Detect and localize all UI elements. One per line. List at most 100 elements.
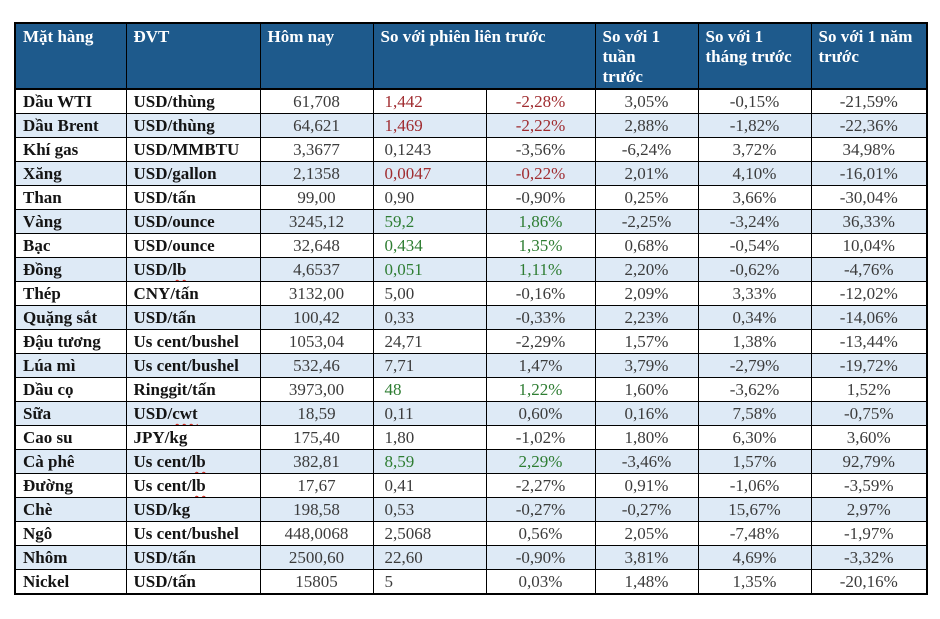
week-cell: 0,16% — [594, 401, 699, 426]
change-abs-cell: 0,53 — [372, 497, 487, 522]
change-abs-cell: 0,0047 — [372, 161, 487, 186]
week-cell: 2,23% — [594, 305, 699, 330]
week-cell: 1,80% — [594, 425, 699, 450]
header-vs-1-year: So với 1 năm trước — [810, 22, 928, 90]
commodity-price-table-container: Mặt hàng ĐVT Hôm nay So với phiên liên t… — [14, 22, 929, 595]
unit-cell: USD/tấn — [125, 569, 261, 595]
unit-cell: Us cent/bushel — [125, 329, 261, 354]
change-pct-cell: 0,03% — [485, 569, 596, 595]
today-cell: 3,3677 — [259, 137, 374, 162]
commodity-cell: Vàng — [14, 209, 127, 234]
change-pct-cell: -2,29% — [485, 329, 596, 354]
table-row: Cà phê Us cent/lb 382,81 8,59 2,29% -3,46% 1,5… — [14, 449, 928, 474]
change-pct-cell: 1,86% — [485, 209, 596, 234]
today-cell: 64,621 — [259, 113, 374, 138]
commodity-cell: Xăng — [14, 161, 127, 186]
table-row: Đậu tương Us cent/bushel 1053,04 24,71 -2,29… — [14, 329, 928, 354]
year-cell: -22,36% — [810, 113, 928, 138]
spellcheck-squiggle: lb — [191, 476, 206, 495]
table-body: Dầu WTI USD/thùng 61,708 1,442 -2,28% 3,05% -0… — [14, 88, 928, 595]
unit-cell: USD/lb — [125, 257, 261, 282]
table-row: Đồng USD/lb 4,6537 0,051 1,11% 2,20% -0,62% -4,… — [14, 257, 928, 282]
table-row: Chè USD/kg 198,58 0,53 -0,27% -0,27% 15,67% 2,9… — [14, 497, 928, 522]
week-cell: -2,25% — [594, 209, 699, 234]
today-cell: 2500,60 — [259, 545, 374, 570]
today-cell: 532,46 — [259, 353, 374, 378]
change-pct-cell: -0,90% — [485, 185, 596, 210]
year-cell: -30,04% — [810, 185, 928, 210]
unit-cell: CNY/tấn — [125, 281, 261, 306]
today-cell: 382,81 — [259, 449, 374, 474]
table-row: Ngô Us cent/bushel 448,0068 2,5068 0,56% 2,05… — [14, 521, 928, 546]
commodity-cell: Dầu WTI — [14, 88, 127, 114]
month-cell: -0,15% — [697, 88, 812, 114]
commodity-cell: Dầu Brent — [14, 113, 127, 138]
year-cell: 10,04% — [810, 233, 928, 258]
commodity-cell: Khí gas — [14, 137, 127, 162]
today-cell: 18,59 — [259, 401, 374, 426]
today-cell: 3132,00 — [259, 281, 374, 306]
commodity-price-table: Mặt hàng ĐVT Hôm nay So với phiên liên t… — [14, 22, 929, 595]
change-pct-cell: -0,33% — [485, 305, 596, 330]
table-row: Thép CNY/tấn 3132,00 5,00 -0,16% 2,09% 3,33% -1… — [14, 281, 928, 306]
change-pct-cell: -3,56% — [485, 137, 596, 162]
year-cell: -21,59% — [810, 88, 928, 114]
change-abs-cell: 0,33 — [372, 305, 487, 330]
table-row: Dầu cọ Ringgit/tấn 3973,00 48 1,22% 1,60% -3,6… — [14, 377, 928, 402]
week-cell: 0,68% — [594, 233, 699, 258]
table-row: Dầu WTI USD/thùng 61,708 1,442 -2,28% 3,05% -0… — [14, 88, 928, 114]
month-cell: 4,69% — [697, 545, 812, 570]
commodity-cell: Sữa — [14, 401, 127, 426]
spellcheck-squiggle: lb — [191, 452, 206, 471]
month-cell: 1,35% — [697, 569, 812, 595]
header-row: Mặt hàng ĐVT Hôm nay So với phiên liên t… — [14, 22, 928, 90]
week-cell: 2,09% — [594, 281, 699, 306]
year-cell: 34,98% — [810, 137, 928, 162]
month-cell: -1,06% — [697, 473, 812, 498]
change-pct-cell: -1,02% — [485, 425, 596, 450]
header-today: Hôm nay — [259, 22, 374, 90]
month-cell: 3,66% — [697, 185, 812, 210]
month-cell: -7,48% — [697, 521, 812, 546]
today-cell: 3973,00 — [259, 377, 374, 402]
month-cell: -0,54% — [697, 233, 812, 258]
month-cell: 3,72% — [697, 137, 812, 162]
week-cell: -0,27% — [594, 497, 699, 522]
table-row: Nickel USD/tấn 15805 5 0,03% 1,48% 1,35% -20,16… — [14, 569, 928, 595]
year-cell: 2,97% — [810, 497, 928, 522]
week-cell: 1,57% — [594, 329, 699, 354]
commodity-cell: Bạc — [14, 233, 127, 258]
header-vs-1-month: So với 1 tháng trước — [697, 22, 812, 90]
week-cell: 2,01% — [594, 161, 699, 186]
year-cell: -3,59% — [810, 473, 928, 498]
commodity-cell: Dầu cọ — [14, 377, 127, 402]
year-cell: 1,52% — [810, 377, 928, 402]
year-cell: 92,79% — [810, 449, 928, 474]
today-cell: 175,40 — [259, 425, 374, 450]
change-abs-cell: 5 — [372, 569, 487, 595]
change-pct-cell: 1,35% — [485, 233, 596, 258]
change-abs-cell: 0,11 — [372, 401, 487, 426]
month-cell: -3,62% — [697, 377, 812, 402]
unit-cell: USD/thùng — [125, 113, 261, 138]
change-pct-cell: -2,28% — [485, 88, 596, 114]
change-pct-cell: -0,90% — [485, 545, 596, 570]
year-cell: -16,01% — [810, 161, 928, 186]
change-abs-cell: 8,59 — [372, 449, 487, 474]
change-pct-cell: 1,22% — [485, 377, 596, 402]
change-abs-cell: 5,00 — [372, 281, 487, 306]
table-row: Đường Us cent/lb 17,67 0,41 -2,27% 0,91% -1,06… — [14, 473, 928, 498]
year-cell: -20,16% — [810, 569, 928, 595]
commodity-cell: Nickel — [14, 569, 127, 595]
month-cell: 3,33% — [697, 281, 812, 306]
change-abs-cell: 22,60 — [372, 545, 487, 570]
today-cell: 3245,12 — [259, 209, 374, 234]
change-abs-cell: 0,41 — [372, 473, 487, 498]
unit-cell: USD/ounce — [125, 233, 261, 258]
today-cell: 1053,04 — [259, 329, 374, 354]
today-cell: 17,67 — [259, 473, 374, 498]
unit-cell: JPY/kg — [125, 425, 261, 450]
commodity-cell: Quặng sắt — [14, 305, 127, 330]
table-row: Dầu Brent USD/thùng 64,621 1,469 -2,22% 2,88%… — [14, 113, 928, 138]
header-vs-previous-session: So với phiên liên trước — [372, 22, 596, 90]
